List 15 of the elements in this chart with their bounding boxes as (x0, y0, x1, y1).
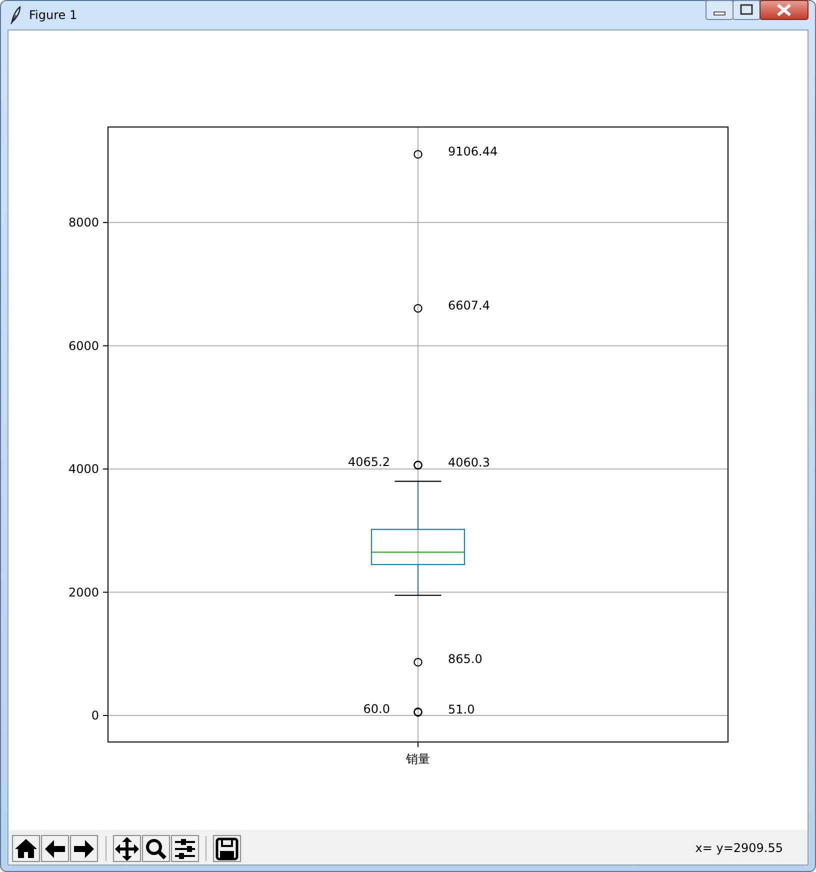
y-tick-label: 2000 (68, 585, 99, 600)
annotation: 4065.2 (348, 454, 390, 469)
caption: Figure 1 (29, 8, 78, 22)
x-tick-label: 销量 (405, 752, 430, 766)
annotation: 4060.3 (448, 455, 490, 470)
text: x= y=2909.55 (695, 841, 783, 855)
y-tick-label: 6000 (68, 338, 99, 353)
y-tick-label: 4000 (68, 462, 99, 476)
y-tick-label: 0 (91, 708, 99, 722)
annotation: 60.0 (363, 702, 390, 716)
annotation: 865.0 (448, 652, 482, 666)
annotation: 9106.44 (448, 144, 498, 158)
annotation: 6607.4 (448, 298, 490, 312)
annotation: 51.0 (448, 702, 475, 716)
y-tick-label: 8000 (68, 216, 99, 230)
